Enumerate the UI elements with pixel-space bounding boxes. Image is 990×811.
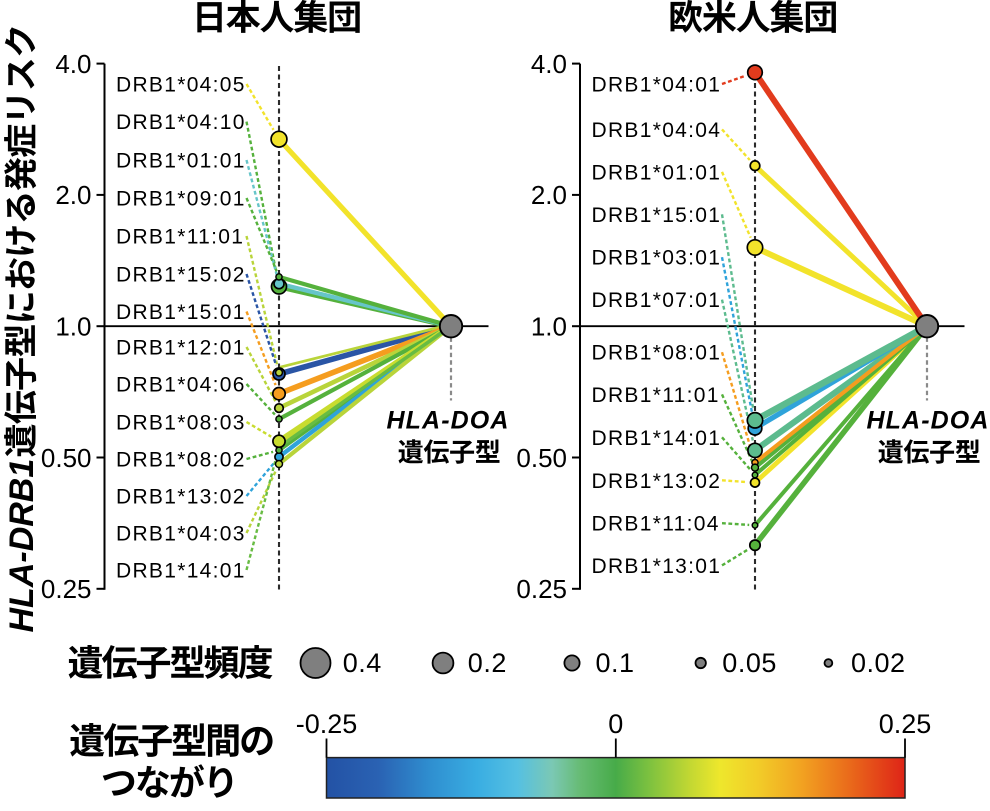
svg-text:4.0: 4.0 [531,49,567,79]
svg-text:DRB1*15:02: DRB1*15:02 [116,264,246,287]
svg-text:DRB1*15:01: DRB1*15:01 [116,301,246,324]
svg-text:DRB1*04:01: DRB1*04:01 [592,74,722,97]
svg-text:DRB1*04:05: DRB1*04:05 [116,74,246,97]
svg-text:4.0: 4.0 [55,49,91,79]
svg-text:DRB1*04:06: DRB1*04:06 [116,374,246,397]
svg-text:DRB1*11:01: DRB1*11:01 [592,384,720,407]
svg-text:2.0: 2.0 [55,180,91,210]
svg-text:DRB1*04:04: DRB1*04:04 [592,119,722,142]
svg-text:0.05: 0.05 [722,648,777,678]
svg-text:DRB1*07:01: DRB1*07:01 [592,289,722,312]
svg-text:DRB1*13:02: DRB1*13:02 [592,470,722,493]
svg-text:1.0: 1.0 [55,312,91,342]
svg-text:HLA-DOA: HLA-DOA [867,407,990,435]
svg-text:0.1: 0.1 [596,648,635,678]
svg-text:DRB1*11:04: DRB1*11:04 [592,513,720,536]
svg-text:0.50: 0.50 [41,443,92,473]
svg-text:DRB1*08:02: DRB1*08:02 [116,449,246,472]
svg-text:DRB1*14:01: DRB1*14:01 [116,560,246,583]
svg-text:DRB1*08:01: DRB1*08:01 [592,342,722,365]
svg-text:DRB1*13:01: DRB1*13:01 [592,555,722,578]
svg-text:DRB1*11:01: DRB1*11:01 [116,226,244,249]
svg-text:0.50: 0.50 [516,443,567,473]
svg-text:DRB1*13:02: DRB1*13:02 [116,486,246,509]
svg-text:DRB1*03:01: DRB1*03:01 [592,247,722,270]
svg-text:DRB1*15:01: DRB1*15:01 [592,204,722,227]
svg-text:DRB1*14:01: DRB1*14:01 [592,427,722,450]
svg-text:HLA-DRB1: HLA-DRB1 [3,459,41,633]
svg-text:DRB1*04:10: DRB1*04:10 [116,111,246,134]
svg-text:0: 0 [608,709,623,739]
svg-text:HLA-DOA: HLA-DOA [387,407,510,435]
svg-text:0.25: 0.25 [41,574,92,604]
svg-text:1.0: 1.0 [531,312,567,342]
svg-text:0.4: 0.4 [343,648,382,678]
svg-text:0.25: 0.25 [879,709,932,739]
svg-text:DRB1*01:01: DRB1*01:01 [592,161,722,184]
svg-text:0.2: 0.2 [468,648,507,678]
svg-text:2.0: 2.0 [531,180,567,210]
svg-text:DRB1*08:03: DRB1*08:03 [116,412,246,435]
svg-text:-0.25: -0.25 [296,709,358,739]
svg-text:DRB1*09:01: DRB1*09:01 [116,188,246,211]
svg-text:DRB1*04:03: DRB1*04:03 [116,523,246,546]
svg-text:0.25: 0.25 [516,574,567,604]
svg-text:DRB1*12:01: DRB1*12:01 [116,337,246,360]
svg-text:0.02: 0.02 [851,648,906,678]
svg-text:DRB1*01:01: DRB1*01:01 [116,150,246,173]
